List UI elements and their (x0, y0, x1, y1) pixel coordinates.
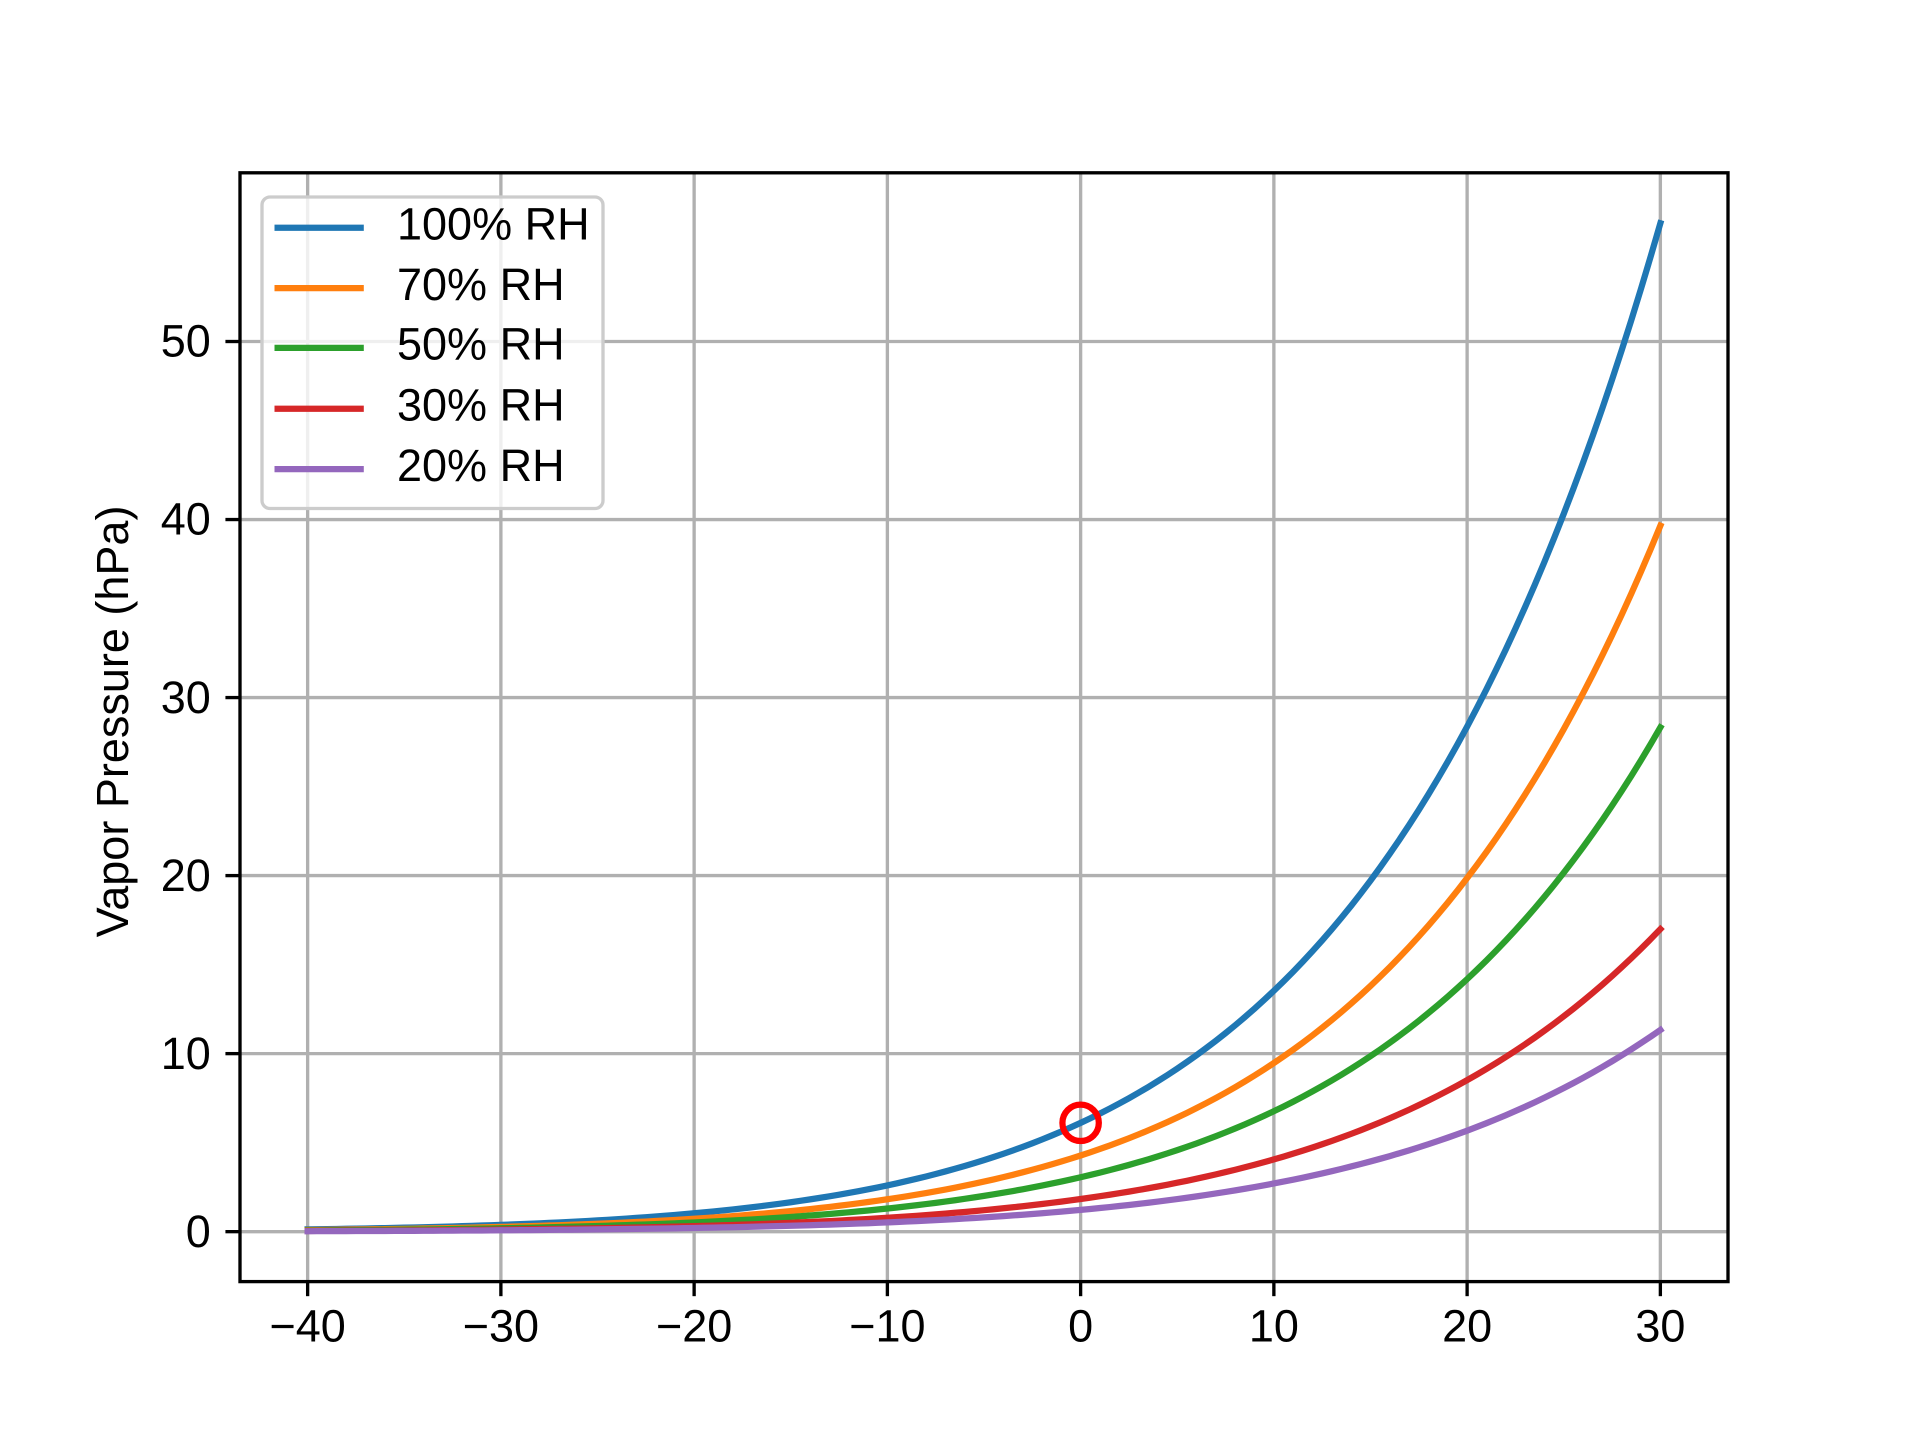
svg-text:−40: −40 (269, 1301, 345, 1352)
svg-text:20: 20 (1442, 1301, 1492, 1352)
svg-text:50% RH: 50% RH (397, 319, 565, 370)
svg-text:Vapor Pressure (hPa): Vapor Pressure (hPa) (87, 506, 138, 938)
svg-text:30: 30 (1635, 1301, 1685, 1352)
svg-text:−30: −30 (463, 1301, 539, 1352)
svg-text:100% RH: 100% RH (397, 199, 590, 250)
svg-text:50: 50 (161, 316, 211, 367)
svg-text:10: 10 (161, 1028, 211, 1079)
svg-text:20% RH: 20% RH (397, 440, 565, 491)
svg-text:30% RH: 30% RH (397, 380, 565, 431)
svg-text:−10: −10 (849, 1301, 925, 1352)
svg-text:20: 20 (161, 850, 211, 901)
svg-text:40: 40 (161, 494, 211, 545)
svg-text:0: 0 (186, 1206, 211, 1257)
svg-text:−20: −20 (656, 1301, 732, 1352)
svg-text:10: 10 (1249, 1301, 1299, 1352)
svg-text:30: 30 (161, 672, 211, 723)
svg-text:70% RH: 70% RH (397, 259, 565, 310)
svg-text:0: 0 (1068, 1301, 1093, 1352)
